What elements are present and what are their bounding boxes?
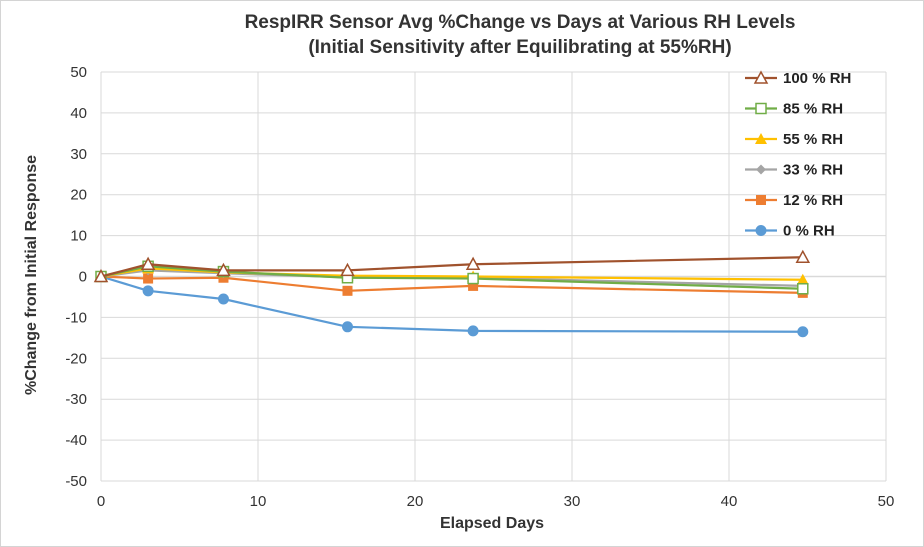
y-tick-label: 0	[79, 269, 87, 286]
data-point	[216, 262, 231, 277]
series-line	[100, 265, 803, 290]
legend-label: 55 % RH	[783, 131, 843, 148]
legend-entry: 33 % RH	[745, 162, 843, 179]
y-tick-label: 20	[70, 187, 87, 204]
data-point	[795, 249, 811, 264]
data-point	[797, 283, 809, 295]
legend-entry: 100 % RH	[745, 70, 851, 87]
legend-marker	[755, 225, 767, 236]
legend-label: 100 % RH	[783, 70, 851, 87]
data-point	[467, 325, 479, 337]
y-tick-label: 30	[70, 146, 87, 163]
data-point	[143, 273, 154, 284]
legend-marker	[756, 164, 766, 175]
x-tick-label: 50	[878, 493, 895, 510]
legend: 100 % RH 85 % RH 55 % RH 33 % RH 12 % RH 0 % …	[745, 70, 851, 240]
y-axis-ticks: 50 40 30 20 10 0 -10 -20 -30 -40 -50	[65, 64, 87, 490]
y-tick-label: -30	[65, 391, 87, 408]
legend-label: 12 % RH	[783, 192, 843, 209]
y-tick-label: -20	[65, 350, 87, 367]
series-0-rhrh	[95, 271, 809, 338]
legend-marker	[755, 133, 767, 144]
legend-label: 33 % RH	[783, 162, 843, 179]
data-point	[797, 326, 809, 338]
legend-entry: 55 % RH	[745, 131, 843, 148]
data-point	[93, 268, 109, 283]
y-tick-label: 40	[70, 105, 87, 122]
data-point	[340, 262, 355, 277]
chart-title: RespIRR Sensor Avg %Change vs Days at Va…	[245, 12, 796, 33]
legend-marker	[755, 102, 767, 115]
x-tick-label: 10	[250, 493, 267, 510]
x-axis-title: Elapsed Days	[440, 515, 544, 532]
legend-entry: 12 % RH	[745, 192, 843, 209]
series-line	[100, 275, 803, 333]
legend-marker	[753, 70, 769, 84]
legend-entry: 0 % RH	[745, 223, 835, 240]
y-axis-title: %Change from Initial Response	[23, 155, 40, 395]
data-point	[796, 273, 809, 285]
y-tick-label: 10	[70, 228, 87, 245]
x-tick-label: 20	[407, 493, 424, 510]
data-point	[142, 285, 154, 297]
x-tick-label: 40	[721, 493, 738, 510]
data-point	[140, 256, 156, 270]
series-layer	[93, 249, 811, 338]
data-point	[341, 321, 353, 333]
x-tick-label: 30	[564, 493, 581, 510]
legend-entry: 85 % RH	[745, 101, 843, 118]
data-point	[342, 285, 353, 296]
y-tick-label: -50	[65, 473, 87, 490]
series-line	[100, 256, 803, 278]
legend-marker	[756, 195, 766, 205]
y-tick-label: -40	[65, 432, 87, 449]
x-tick-label: 0	[97, 493, 105, 510]
data-point	[468, 280, 479, 291]
legend-label: 0 % RH	[783, 223, 835, 240]
series-line	[100, 275, 803, 294]
legend-label: 85 % RH	[783, 101, 843, 118]
y-tick-label: -10	[65, 309, 87, 326]
chart-subtitle: (Initial Sensitivity after Equilibrating…	[308, 37, 731, 58]
data-point	[467, 272, 479, 285]
y-tick-label: 50	[70, 64, 87, 81]
data-point	[217, 293, 229, 305]
series-100-rhrh	[93, 249, 811, 283]
x-axis-ticks: 0 10 20 30 40 50	[97, 493, 895, 510]
data-point	[465, 256, 481, 270]
